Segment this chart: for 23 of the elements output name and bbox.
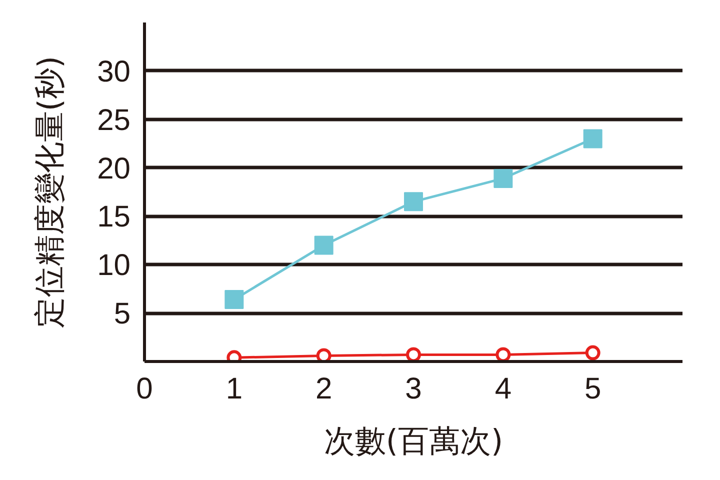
x-tick-label: 1 bbox=[226, 372, 243, 406]
y-tick-label: 5 bbox=[114, 298, 131, 331]
point bbox=[585, 345, 600, 360]
y-tick-label: 25 bbox=[97, 104, 131, 137]
y-tick-label: 30 bbox=[97, 55, 131, 88]
x-axis-title: 次數(百萬次) bbox=[324, 424, 504, 460]
y-tick-label: 15 bbox=[97, 200, 131, 234]
x-tick-label: 5 bbox=[584, 372, 602, 406]
y-axis-title: 定位精度變化量(秒) bbox=[32, 56, 68, 328]
x-tick-label: 3 bbox=[405, 372, 422, 406]
point bbox=[406, 347, 421, 362]
point bbox=[404, 192, 423, 212]
point bbox=[314, 236, 334, 255]
y-tick-label: 10 bbox=[97, 249, 131, 282]
x-tick-label: 2 bbox=[315, 372, 332, 406]
point bbox=[583, 129, 602, 148]
point bbox=[496, 347, 511, 362]
x-tick-label: 4 bbox=[494, 372, 512, 406]
x-tick-label: 0 bbox=[136, 372, 153, 406]
point bbox=[316, 348, 332, 362]
point bbox=[494, 168, 513, 188]
y-tick-label: 20 bbox=[97, 152, 131, 186]
point bbox=[224, 290, 244, 310]
